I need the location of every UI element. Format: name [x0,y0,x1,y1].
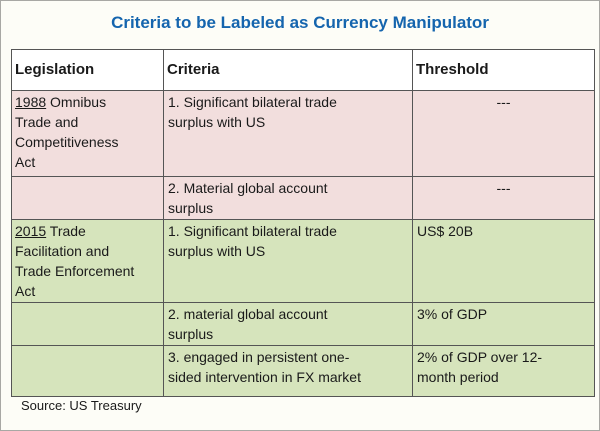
header-threshold: Threshold [412,49,595,91]
criteria-cell: 1. Significant bilateral trade surplus w… [163,219,413,303]
legislation-cell [11,345,164,397]
table-row: 2015 Trade Facilitation and Trade Enforc… [11,219,595,303]
header-row: Legislation Criteria Threshold [11,49,595,91]
criteria-cell: 2. Material global account surplus [163,176,413,220]
threshold-cell: --- [412,176,595,220]
table-row: 3. engaged in persistent one-sided inter… [11,345,595,397]
legislation-cell [11,302,164,346]
legislation-text: Trade Facilitation and Trade Enforcement… [15,223,135,299]
threshold-cell: US$ 20B [412,219,595,303]
legislation-text: Omnibus Trade and Competitiveness Act [15,94,119,170]
table-row: 1988 Omnibus Trade and Competitiveness A… [11,90,595,177]
threshold-cell: 2% of GDP over 12-month period [412,345,595,397]
criteria-cell: 1. Significant bilateral trade surplus w… [163,90,413,177]
criteria-cell: 3. engaged in persistent one-sided inter… [163,345,413,397]
table-row: 2. material global account surplus 3% of… [11,302,595,346]
threshold-cell: 3% of GDP [412,302,595,346]
legislation-cell: 1988 Omnibus Trade and Competitiveness A… [11,90,164,177]
legislation-cell [11,176,164,220]
header-legislation: Legislation [11,49,164,91]
header-criteria: Criteria [163,49,413,91]
legislation-year: 1988 [15,94,47,110]
legislation-cell: 2015 Trade Facilitation and Trade Enforc… [11,219,164,303]
source-note: Source: US Treasury [21,398,142,413]
table-row: 2. Material global account surplus --- [11,176,595,220]
page-title: Criteria to be Labeled as Currency Manip… [111,13,489,32]
threshold-cell: --- [412,90,595,177]
criteria-table: Legislation Criteria Threshold 1988 Omni… [11,49,595,397]
criteria-cell: 2. material global account surplus [163,302,413,346]
legislation-year: 2015 [15,223,47,239]
